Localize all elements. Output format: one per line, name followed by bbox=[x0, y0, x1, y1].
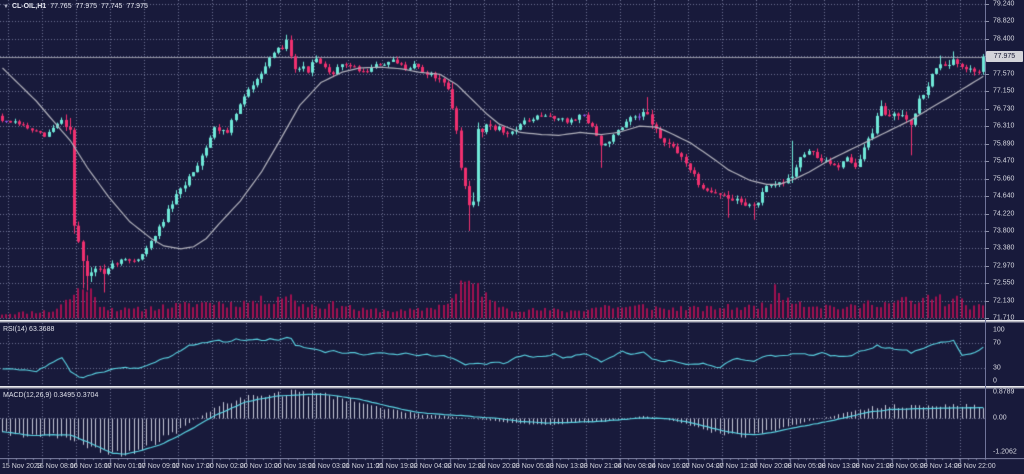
time-axis-label: 21 Nov 03:00 bbox=[308, 463, 350, 470]
time-axis-label: 21 Nov 11:00 bbox=[342, 463, 384, 470]
chart-menu-triangle-icon: ▼ bbox=[3, 4, 9, 10]
time-axis-label: 27 Nov 12:00 bbox=[716, 463, 758, 470]
price-axis-tick bbox=[985, 283, 989, 285]
price-axis-tick bbox=[985, 196, 989, 198]
price-axis-tick bbox=[985, 213, 989, 215]
open-value: 77.765 bbox=[50, 3, 72, 10]
price-axis-tick bbox=[985, 143, 989, 145]
price-axis-tick bbox=[985, 91, 989, 93]
macd-indicator-canvas[interactable] bbox=[0, 389, 1024, 458]
time-axis-label: 17 Nov 01:00 bbox=[104, 463, 146, 470]
time-axis-label: 23 Nov 13:00 bbox=[546, 463, 588, 470]
price-axis-label: 78.400 bbox=[993, 35, 1015, 43]
time-axis-label: 27 Nov 04:00 bbox=[682, 463, 724, 470]
price-axis-label: 72.130 bbox=[993, 297, 1015, 305]
price-axis-tick bbox=[985, 178, 989, 180]
rsi-indicator-canvas[interactable] bbox=[0, 323, 1024, 386]
price-axis-label: 72.550 bbox=[993, 279, 1015, 287]
price-axis-tick bbox=[985, 265, 989, 267]
price-axis-tick bbox=[985, 73, 989, 75]
rsi-label: RSI(14) 63.3688 bbox=[3, 326, 55, 333]
price-axis-tick bbox=[985, 248, 989, 250]
price-axis-label: 74.220 bbox=[993, 210, 1015, 218]
price-axis-label: 78.820 bbox=[993, 17, 1015, 25]
price-axis-label: 75.060 bbox=[993, 175, 1015, 183]
price-axis-label: 75.890 bbox=[993, 140, 1015, 148]
price-axis-label: 77.570 bbox=[993, 70, 1015, 78]
pane-separator[interactable] bbox=[0, 320, 1024, 323]
time-axis-label: 27 Nov 20:00 bbox=[750, 463, 792, 470]
price-axis-tick bbox=[985, 161, 989, 163]
price-axis-label: 77.150 bbox=[993, 87, 1015, 95]
macd-pane: MACD(12,26,9) 0.3495 0.3704 bbox=[0, 389, 1024, 458]
time-axis-label: 28 Nov 21:00 bbox=[852, 463, 894, 470]
time-axis-label: 16 Nov 08:00 bbox=[36, 463, 78, 470]
time-axis-label: 20 Nov 18:00 bbox=[274, 463, 316, 470]
time-axis-label: 20 Nov 10:00 bbox=[240, 463, 282, 470]
price-axis-label: 76.730 bbox=[993, 105, 1015, 113]
macd-scale-label: -1.2062 bbox=[993, 448, 1017, 456]
price-axis-tick bbox=[985, 230, 989, 232]
macd-label: MACD(12,26,9) 0.3495 0.3704 bbox=[3, 392, 99, 399]
time-axis-label: 15 Nov 2023 bbox=[2, 463, 42, 470]
time-axis-label: 22 Nov 04:00 bbox=[410, 463, 452, 470]
rsi-scale-label: 70 bbox=[993, 339, 1001, 347]
time-axis-label: 28 Nov 05:00 bbox=[784, 463, 826, 470]
close-value: 77.975 bbox=[126, 3, 148, 10]
time-axis-label: 24 Nov 16:00 bbox=[648, 463, 690, 470]
rsi-scale-label: 30 bbox=[993, 364, 1001, 372]
pane-separator[interactable] bbox=[0, 386, 1024, 389]
price-axis[interactable] bbox=[985, 0, 1024, 458]
price-chart-canvas[interactable] bbox=[0, 0, 1024, 320]
price-axis-tick bbox=[985, 126, 989, 128]
low-value: 77.745 bbox=[101, 3, 123, 10]
time-axis-canvas bbox=[0, 458, 1024, 474]
time-axis-label: 28 Nov 13:00 bbox=[818, 463, 860, 470]
price-axis-tick bbox=[985, 300, 989, 302]
price-axis-tick bbox=[985, 108, 989, 110]
time-axis-label: 24 Nov 08:00 bbox=[614, 463, 656, 470]
symbol-ohlc-label: ▼ CL-OIL,H1 77.765 77.975 77.745 77.975 bbox=[3, 2, 152, 12]
price-axis-label: 73.800 bbox=[993, 227, 1015, 235]
time-axis-label: 29 Nov 06:00 bbox=[886, 463, 928, 470]
rsi-scale-label: 0 bbox=[993, 377, 997, 385]
rsi-pane: RSI(14) 63.3688 bbox=[0, 323, 1024, 386]
rsi-scale-label: 100 bbox=[993, 326, 1005, 334]
time-axis-label: 22 Nov 12:00 bbox=[444, 463, 486, 470]
time-axis-label: 17 Nov 17:00 bbox=[172, 463, 214, 470]
price-axis-label: 79.240 bbox=[993, 0, 1015, 8]
price-axis-label: 73.380 bbox=[993, 244, 1015, 252]
time-axis-label: 23 Nov 21:00 bbox=[580, 463, 622, 470]
macd-scale-label: 0.00 bbox=[993, 414, 1007, 422]
price-axis-label: 72.970 bbox=[993, 262, 1015, 270]
macd-scale-label: 0.8789 bbox=[993, 388, 1015, 396]
time-axis-label: 29 Nov 14:00 bbox=[920, 463, 962, 470]
time-axis[interactable]: 15 Nov 2023 16 Nov 08:00 16 Nov 16:00 17 No… bbox=[0, 458, 1024, 474]
time-axis-label: 21 Nov 19:00 bbox=[376, 463, 418, 470]
price-axis-tick bbox=[985, 4, 989, 5]
price-axis-tick bbox=[985, 21, 989, 23]
time-axis-label: 23 Nov 05:00 bbox=[512, 463, 554, 470]
current-price-tag: 77.975 bbox=[986, 51, 1023, 62]
price-axis-tick bbox=[985, 38, 989, 40]
time-axis-label: 29 Nov 22:00 bbox=[954, 463, 996, 470]
price-axis-label: 74.640 bbox=[993, 192, 1015, 200]
price-axis-label: 75.470 bbox=[993, 157, 1015, 165]
price-axis-label: 71.710 bbox=[993, 314, 1015, 322]
price-pane: ▼ CL-OIL,H1 77.765 77.975 77.745 77.975 bbox=[0, 0, 1024, 320]
time-axis-label: 20 Nov 02:00 bbox=[206, 463, 248, 470]
time-axis-label: 17 Nov 09:00 bbox=[138, 463, 180, 470]
price-axis-label: 76.310 bbox=[993, 122, 1015, 130]
time-axis-label: 16 Nov 16:00 bbox=[70, 463, 112, 470]
symbol-name: CL-OIL,H1 bbox=[11, 3, 47, 10]
price-axis-tick bbox=[985, 318, 989, 320]
high-value: 77.975 bbox=[75, 3, 98, 10]
time-axis-label: 22 Nov 20:00 bbox=[478, 463, 520, 470]
